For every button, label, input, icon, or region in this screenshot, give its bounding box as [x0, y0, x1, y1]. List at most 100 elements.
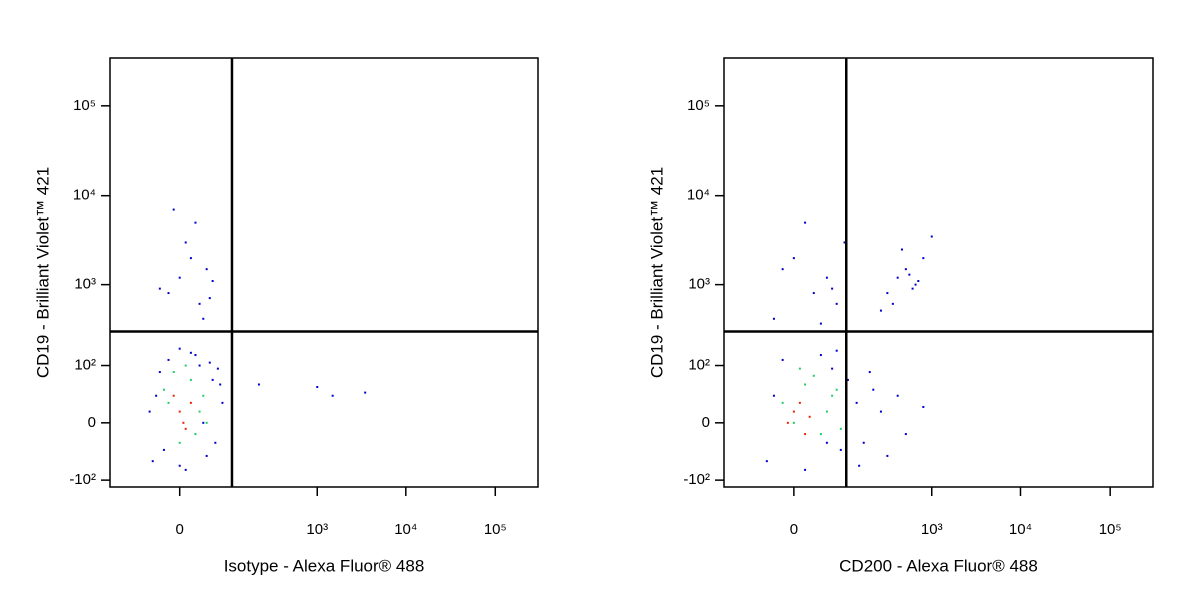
event-dot	[162, 388, 165, 391]
y-tick-label: 10³	[74, 276, 96, 293]
event-dot	[831, 367, 834, 370]
event-dot	[804, 383, 807, 386]
event-dot	[858, 464, 861, 467]
event-dot	[804, 433, 807, 436]
x-tick-label: 0	[790, 521, 798, 538]
event-dot	[184, 241, 187, 244]
event-dot	[178, 276, 181, 279]
event-dot	[846, 378, 849, 381]
event-dot	[216, 367, 219, 370]
event-dot	[896, 276, 899, 279]
event-dot	[930, 235, 933, 238]
x-tick-label: 0	[176, 521, 184, 538]
y-tick-label: 0	[88, 414, 96, 431]
event-dot	[819, 322, 822, 325]
event-dot	[781, 401, 784, 404]
event-dot	[896, 394, 899, 397]
event-dot	[904, 433, 907, 436]
event-dot	[221, 401, 224, 404]
event-dot	[914, 283, 917, 286]
event-dot	[158, 287, 161, 290]
event-dot	[843, 241, 846, 244]
x-tick-label: 10⁵	[484, 521, 507, 538]
event-dot	[167, 358, 170, 361]
y-tick-label: -10²	[69, 471, 96, 488]
event-dot	[831, 287, 834, 290]
event-dot	[158, 371, 161, 374]
y-tick-label: 0	[702, 414, 710, 431]
event-dot	[198, 302, 201, 305]
event-dot	[172, 208, 175, 211]
event-dot	[194, 221, 197, 224]
y-tick-label: 10⁵	[687, 97, 710, 114]
x-tick-label: 10³	[921, 521, 943, 538]
event-dot	[804, 221, 807, 224]
event-dot	[908, 273, 911, 276]
event-dot	[214, 441, 217, 444]
event-dot	[879, 410, 882, 413]
event-dot	[786, 421, 789, 424]
event-dot	[167, 292, 170, 295]
x-tick-label: 10⁵	[1099, 521, 1122, 538]
event-dot	[189, 378, 192, 381]
x-tick-label: 10⁴	[1009, 521, 1032, 538]
event-dot	[872, 388, 875, 391]
event-dot	[839, 427, 842, 430]
event-dot	[331, 394, 334, 397]
event-dot	[178, 464, 181, 467]
event-dot	[831, 394, 834, 397]
y-tick-label: 10⁵	[73, 97, 96, 114]
event-dot	[835, 302, 838, 305]
event-dot	[172, 371, 175, 374]
event-dot	[868, 371, 871, 374]
event-dot	[162, 448, 165, 451]
event-dot	[772, 394, 775, 397]
event-dot	[202, 317, 205, 320]
event-dot	[198, 410, 201, 413]
y-tick-label: 10³	[688, 276, 710, 293]
event-dot	[804, 468, 807, 471]
event-dot	[205, 421, 208, 424]
event-dot	[879, 309, 882, 312]
event-dot	[257, 383, 260, 386]
event-dot	[184, 468, 187, 471]
event-dot	[211, 378, 214, 381]
event-dot	[825, 441, 828, 444]
y-tick-label: 10²	[74, 356, 96, 373]
event-dot	[825, 410, 828, 413]
event-dot	[178, 410, 181, 413]
event-dot	[184, 427, 187, 430]
x-tick-label: 10³	[306, 521, 328, 538]
event-dot	[819, 433, 822, 436]
event-dot	[155, 394, 158, 397]
x-axis-title: Isotype - Alexa Fluor® 488	[224, 556, 425, 575]
event-dot	[911, 287, 914, 290]
event-dot	[194, 354, 197, 357]
event-dot	[167, 401, 170, 404]
event-dot	[904, 268, 907, 271]
event-dot	[781, 358, 784, 361]
event-dot	[151, 460, 154, 463]
event-dot	[211, 280, 214, 283]
event-dot	[184, 364, 187, 367]
event-dot	[219, 383, 222, 386]
y-tick-label: 10⁴	[73, 187, 96, 204]
y-tick-label: -10²	[683, 471, 710, 488]
event-dot	[202, 394, 205, 397]
event-dot	[886, 454, 889, 457]
event-dot	[364, 391, 367, 394]
event-dot	[178, 347, 181, 350]
event-dot	[835, 349, 838, 352]
event-dot	[839, 448, 842, 451]
event-dot	[891, 302, 894, 305]
event-dot	[189, 351, 192, 354]
event-dot	[208, 297, 211, 300]
event-dot	[812, 292, 815, 295]
event-dot	[198, 364, 201, 367]
event-dot	[812, 374, 815, 377]
event-dot	[208, 361, 211, 364]
event-dot	[862, 441, 865, 444]
event-dot	[819, 354, 822, 357]
